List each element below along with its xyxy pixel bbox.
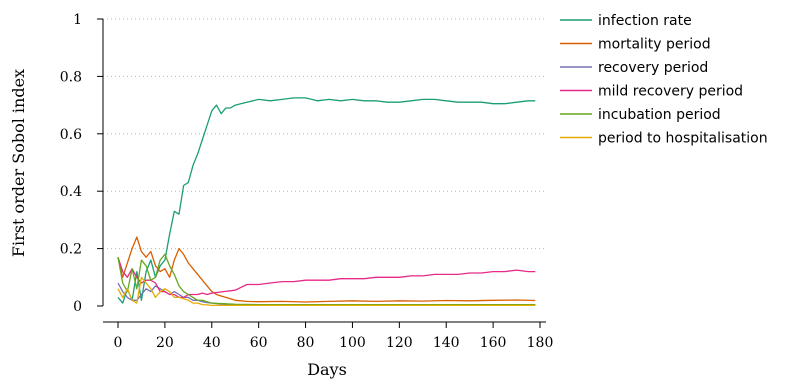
x-tick-label: 120 bbox=[386, 335, 413, 351]
series-line-mortality-period bbox=[117, 236, 536, 303]
axes bbox=[102, 19, 546, 323]
series-line-incubation-period bbox=[117, 253, 536, 306]
x-tick-label: 40 bbox=[203, 335, 221, 351]
y-tick-label: 0.6 bbox=[60, 127, 82, 143]
y-tick-label: 0 bbox=[73, 299, 82, 315]
x-axis-title: Days bbox=[307, 360, 347, 379]
grid bbox=[103, 18, 546, 250]
legend-label: mortality period bbox=[598, 37, 711, 53]
y-tick-label: 0.8 bbox=[60, 69, 82, 85]
legend-label: incubation period bbox=[598, 107, 721, 123]
series-lines bbox=[117, 97, 536, 307]
x-tick-label: 160 bbox=[480, 335, 507, 351]
x-tick-label: 0 bbox=[114, 335, 123, 351]
y-tick-label: 0.2 bbox=[60, 242, 82, 258]
legend: infection rate mortality period recovery p… bbox=[560, 13, 768, 147]
x-tick-label: 20 bbox=[156, 335, 174, 351]
legend-label: recovery period bbox=[598, 60, 708, 76]
legend-label: period to hospitalisation bbox=[598, 131, 768, 147]
x-tick-label: 180 bbox=[527, 335, 554, 351]
x-tick-label: 140 bbox=[433, 335, 460, 351]
x-tick-label: 60 bbox=[250, 335, 268, 351]
ticks: 0 0.2 0.4 0.6 0.8 1 0 20 40 60 80 100 120 140 160 180 bbox=[60, 12, 554, 351]
legend-label: infection rate bbox=[598, 13, 692, 29]
y-tick-label: 0.4 bbox=[60, 184, 82, 200]
series-line-period-to-hospitalisation bbox=[117, 276, 536, 307]
series-line-infection-rate bbox=[117, 97, 536, 304]
x-tick-label: 100 bbox=[339, 335, 366, 351]
y-tick-label: 1 bbox=[73, 12, 82, 28]
series-line-mild-recovery-period bbox=[117, 256, 536, 299]
legend-label: mild recovery period bbox=[598, 84, 743, 100]
x-tick-label: 80 bbox=[297, 335, 315, 351]
y-axis-title: First order Sobol index bbox=[9, 69, 28, 257]
